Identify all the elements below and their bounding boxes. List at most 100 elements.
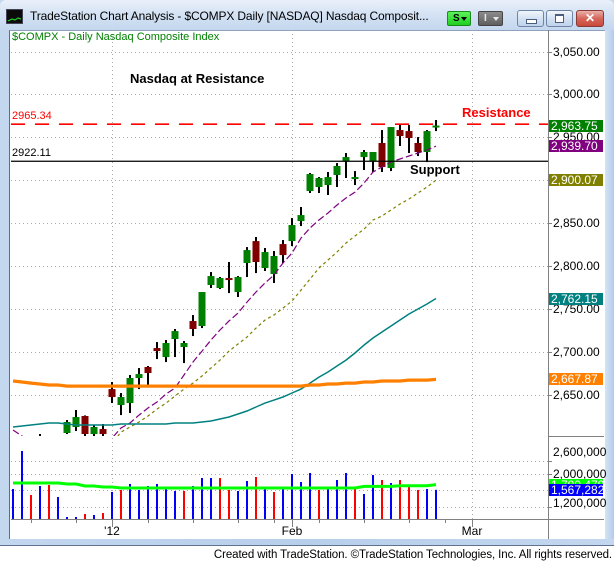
- candle: [432, 120, 440, 132]
- candle-body-down: [396, 130, 404, 137]
- candle: [405, 125, 413, 154]
- candle: [315, 177, 323, 194]
- candle-body-up: [288, 225, 296, 242]
- volume-bar: [372, 475, 374, 520]
- tradestation-app-icon[interactable]: [6, 9, 23, 24]
- candle-body-down: [108, 389, 116, 398]
- candle-body-up: [207, 276, 215, 285]
- volume-bar: [201, 478, 203, 520]
- candle: [46, 437, 53, 451]
- candle-body-down: [189, 321, 197, 330]
- candle-wick: [138, 368, 140, 390]
- s-button-label: S: [453, 13, 460, 24]
- maximize-icon: [555, 14, 564, 23]
- candle: [243, 247, 251, 278]
- maximize-button[interactable]: [546, 10, 573, 27]
- candle-body-up: [216, 278, 224, 288]
- candle: [126, 374, 134, 414]
- volume-histogram[interactable]: [12, 451, 437, 520]
- ma-orange-line: [12, 377, 437, 388]
- support-resistance-lines[interactable]: [11, 123, 548, 162]
- candle-body-up: [243, 250, 251, 264]
- candle-body-up: [126, 378, 134, 404]
- chart-client-area[interactable]: [9, 30, 605, 539]
- volume-bar: [183, 491, 185, 520]
- chart-annotation-title[interactable]: Nasdaq at Resistance: [130, 71, 265, 86]
- candle-body-up: [90, 426, 98, 435]
- candle: [99, 423, 107, 436]
- candle-body-up: [351, 177, 359, 180]
- volume-last-value-label: 1,567,282: [549, 483, 603, 496]
- candle-body-up: [261, 252, 269, 269]
- volume-bar: [156, 484, 158, 520]
- close-icon: ✕: [584, 11, 596, 25]
- candle-body-down: [153, 348, 161, 352]
- volume-bar: [66, 517, 68, 520]
- gridlines: [11, 30, 548, 520]
- candle: [306, 173, 314, 194]
- title-bar[interactable]: TradeStation Chart Analysis - $COMPX Dai…: [0, 0, 614, 30]
- indicator-i-button[interactable]: I: [478, 11, 503, 26]
- candle-body-up: [387, 127, 395, 169]
- volume-bar: [255, 477, 257, 520]
- candle-body-up: [63, 422, 71, 433]
- candle: [135, 368, 143, 390]
- volume-bar: [147, 486, 149, 520]
- volume-bar: [48, 485, 50, 520]
- candle-body-down: [99, 429, 107, 435]
- candle-wick: [372, 152, 374, 172]
- candle-body-up: [369, 152, 377, 162]
- volume-axis-label: 2,600,000: [553, 445, 607, 459]
- resistance-value-label: 2965.34: [12, 110, 52, 122]
- candlestick-series[interactable]: [10, 120, 440, 463]
- time-axis-label: Mar: [461, 524, 483, 538]
- volume-bar: [309, 473, 311, 520]
- candle-body-up: [180, 342, 188, 348]
- copyright-footer: Created with TradeStation. ©TradeStation…: [213, 549, 612, 561]
- price-axis-label: 2,650.00: [553, 387, 600, 402]
- candle: [378, 130, 386, 172]
- time-axis-label: '12: [104, 524, 120, 538]
- volume-bar: [354, 488, 356, 520]
- candle-body-up: [360, 152, 368, 158]
- symbol-link-s-button[interactable]: S: [447, 11, 471, 26]
- candle: [369, 152, 377, 172]
- volume-bar: [327, 487, 329, 520]
- volume-bar: [291, 474, 293, 520]
- volume-bar: [129, 484, 131, 520]
- minimize-button[interactable]: [517, 10, 544, 27]
- candle: [117, 393, 125, 416]
- candle: [324, 171, 332, 195]
- support-text-annotation[interactable]: Support: [410, 162, 460, 177]
- candle-wick: [336, 163, 338, 188]
- candle-body-up: [37, 439, 44, 460]
- window-right-border: [605, 30, 614, 539]
- volume-bar: [12, 489, 14, 520]
- candle-body-up: [315, 178, 323, 188]
- volume-bar: [399, 480, 401, 520]
- price-axis-label: 2,750.00: [553, 301, 600, 316]
- candle-body-up: [162, 342, 170, 358]
- volume-bar: [57, 497, 59, 520]
- candle-body-up: [342, 157, 350, 162]
- candle-body-down: [279, 244, 287, 256]
- volume-bar: [282, 487, 284, 520]
- candle-body-up: [135, 374, 143, 378]
- candle: [414, 137, 422, 157]
- ma-teal-value-label: 2,762.15: [549, 292, 603, 305]
- volume-bar: [174, 491, 176, 520]
- chart-axes: [11, 30, 604, 539]
- candle: [189, 315, 197, 337]
- price-axis-label: 2,800.00: [553, 259, 600, 274]
- candle-body-up: [198, 292, 206, 327]
- candle: [216, 277, 224, 290]
- close-button[interactable]: ✕: [576, 10, 604, 27]
- last-price-label: 2,963.75: [549, 119, 603, 132]
- resistance-text-annotation[interactable]: Resistance: [462, 105, 531, 120]
- volume-bar: [363, 494, 365, 520]
- volume-bar: [75, 517, 77, 520]
- candle-body-up: [171, 331, 179, 340]
- price-axis-label: 2,700.00: [553, 344, 600, 359]
- candle-body-up: [423, 131, 431, 153]
